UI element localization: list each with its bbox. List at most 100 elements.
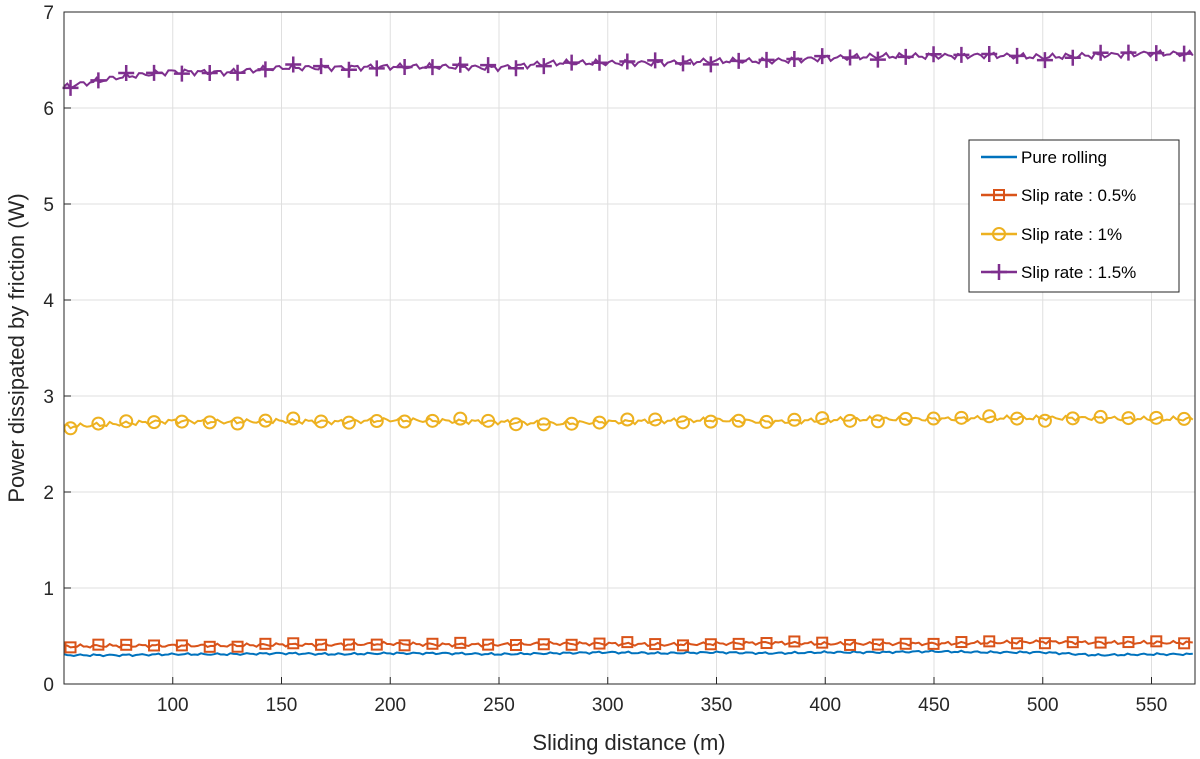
x-tick-label: 300: [592, 695, 624, 716]
legend-label-slip-1-5: Slip rate : 1.5%: [1021, 263, 1136, 282]
marker-square: [1038, 637, 1051, 650]
marker-circle: [314, 414, 329, 429]
series-lines: [62, 44, 1194, 658]
marker-plus: [452, 56, 469, 73]
marker-circle: [592, 415, 607, 430]
marker-circle: [286, 411, 301, 426]
series-line-slip-rate-0-5: [63, 639, 1193, 649]
y-tick-label: 6: [43, 99, 54, 120]
legend-box: [968, 139, 1180, 293]
legend-marker-square: [993, 189, 1005, 201]
marker-plus: [897, 48, 914, 65]
marker-square: [844, 638, 857, 651]
marker-square: [677, 639, 690, 652]
marker-plus: [619, 53, 636, 70]
y-tick-label: 0: [43, 675, 54, 696]
marker-circle: [564, 416, 579, 431]
marker-circle: [63, 421, 78, 436]
marker-plus: [925, 46, 942, 63]
marker-square: [342, 638, 355, 651]
marker-plus: [786, 50, 803, 67]
series-line-pure-rolling: [63, 649, 1193, 658]
marker-square: [92, 638, 105, 651]
grid: [64, 12, 1195, 684]
marker-circle: [787, 412, 802, 427]
series-slip-rate-1-5: [62, 44, 1194, 96]
marker-circle: [174, 414, 189, 429]
legend-label-pure-rolling: Pure rolling: [1021, 148, 1107, 167]
marker-plus: [340, 61, 357, 78]
marker-square: [370, 638, 383, 651]
x-tick-label: 250: [483, 695, 515, 716]
marker-circle: [1149, 410, 1164, 425]
marker-circle: [1010, 411, 1025, 426]
marker-square: [565, 638, 578, 651]
marker-square: [426, 637, 439, 650]
marker-circle: [1121, 411, 1136, 426]
legend-entry-pure-rolling: Pure rolling: [981, 148, 1107, 167]
marker-circle: [620, 412, 635, 427]
marker-circle: [759, 414, 774, 429]
marker-square: [454, 636, 467, 649]
marker-square: [899, 637, 912, 650]
y-tick-label: 5: [43, 195, 54, 216]
marker-square: [649, 638, 662, 651]
x-tick-label: 450: [918, 695, 950, 716]
marker-square: [955, 636, 968, 649]
marker-circle: [703, 414, 718, 429]
y-tick-label: 2: [43, 483, 54, 504]
x-tick-label: 100: [157, 695, 189, 716]
marker-circle: [898, 411, 913, 426]
marker-circle: [676, 415, 691, 430]
marker-plus: [424, 59, 441, 76]
series-line-slip-rate-1: [63, 414, 1194, 430]
x-tick-label: 550: [1136, 695, 1168, 716]
marker-plus: [285, 56, 302, 73]
marker-plus: [118, 64, 135, 81]
marker-plus: [647, 52, 664, 69]
marker-plus: [758, 51, 775, 68]
marker-circle: [397, 414, 412, 429]
marker-square: [537, 638, 550, 651]
marker-plus: [229, 64, 246, 81]
series-pure-rolling: [63, 649, 1193, 658]
marker-plus: [535, 58, 552, 75]
marker-square: [1011, 637, 1024, 650]
marker-square: [816, 636, 829, 649]
marker-square: [482, 638, 495, 651]
marker-circle: [843, 413, 858, 428]
plot-frame: [63, 11, 1196, 685]
x-tick-label: 400: [809, 695, 841, 716]
marker-plus: [842, 49, 859, 66]
marker-plus: [1064, 49, 1081, 66]
marker-plus: [814, 48, 831, 65]
marker-square: [927, 637, 940, 650]
marker-plus: [981, 46, 998, 63]
marker-circle: [648, 412, 663, 427]
marker-circle: [982, 409, 997, 424]
legend-entry-slip-0-5: Slip rate : 0.5%: [981, 186, 1136, 205]
marker-square: [704, 638, 717, 651]
series-slip-rate-1: [63, 409, 1194, 436]
y-tick-label: 7: [43, 3, 54, 24]
marker-square: [788, 635, 801, 648]
y-tick-label: 4: [43, 291, 54, 312]
marker-square: [259, 637, 272, 650]
marker-circle: [926, 411, 941, 426]
y-tick-label: 1: [43, 579, 54, 600]
marker-circle: [508, 417, 523, 432]
legend-label-slip-0-5: Slip rate : 0.5%: [1021, 186, 1136, 205]
marker-square: [203, 640, 216, 653]
legend-marker-plus: [991, 264, 1007, 280]
marker-square: [287, 637, 300, 650]
marker-plus: [1009, 47, 1026, 64]
y-axis-title: Power dissipated by friction (W): [4, 193, 29, 502]
x-tick-label: 500: [1027, 695, 1059, 716]
marker-circle: [731, 413, 746, 428]
marker-plus: [702, 56, 719, 73]
tick-labels: 100 150 200 250 300 350 400 450 500 550 0 1 2 3 4 5 6 7: [43, 3, 1167, 716]
marker-square: [1122, 636, 1135, 649]
legend-label-slip-1: Slip rate : 1%: [1021, 225, 1122, 244]
